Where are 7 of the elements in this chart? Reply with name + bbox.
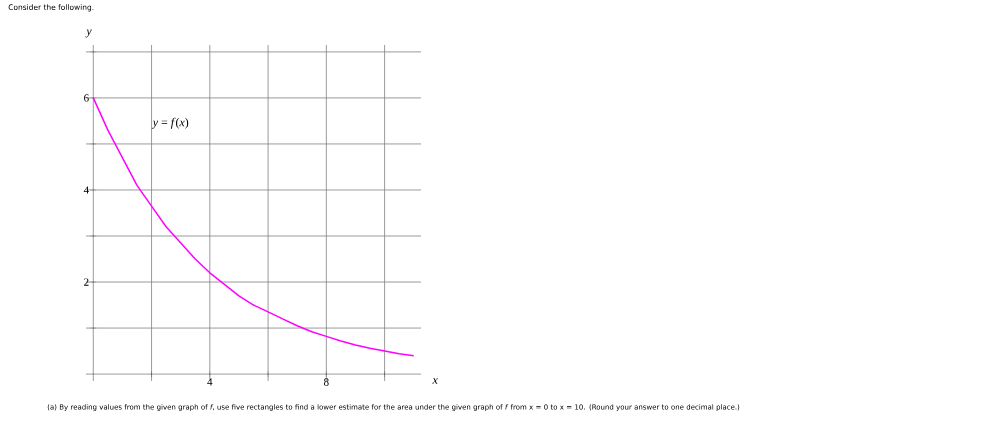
y-tick-label: 2	[84, 278, 89, 286]
x-axis-title: x	[432, 378, 438, 384]
x-tick-label: 8	[324, 378, 329, 386]
y-tick-label: 6	[84, 94, 89, 102]
y-axis-title: y	[85, 29, 92, 38]
y-tick-label: 4	[83, 186, 89, 194]
text: y = f(x)	[151, 117, 189, 129]
